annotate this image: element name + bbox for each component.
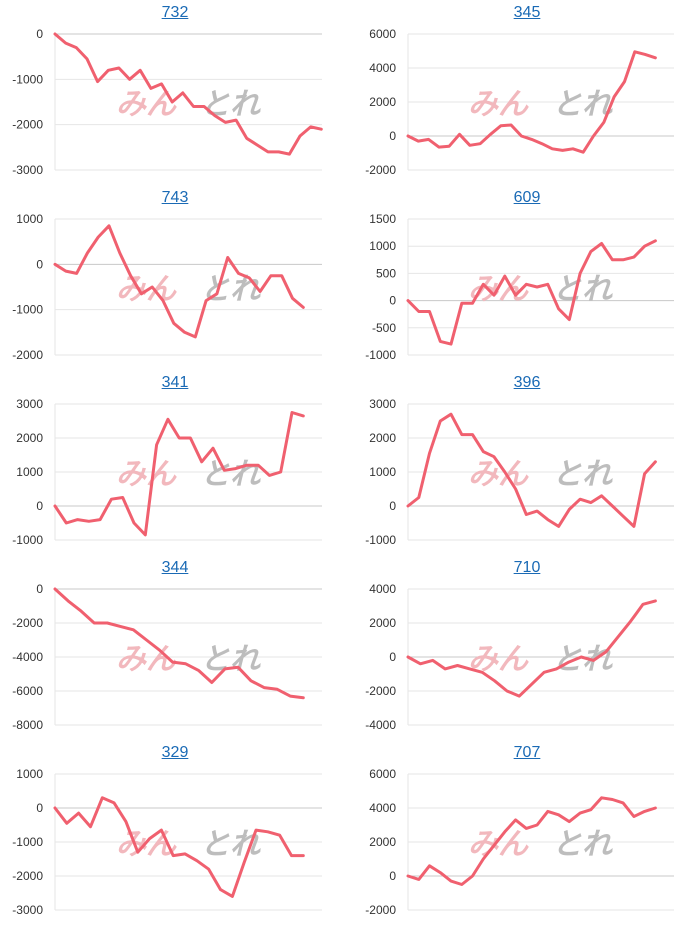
y-tick-label: -4000	[365, 718, 396, 732]
line-chart: 150010005000-500-1000みんとれ	[352, 185, 700, 370]
watermark-logo: みんとれ	[116, 87, 261, 122]
watermark-right-text: とれ	[200, 272, 261, 307]
watermark-logo: みんとれ	[468, 457, 613, 492]
y-tick-label: 2000	[369, 95, 396, 109]
y-tick-label: 6000	[369, 767, 396, 781]
y-tick-label: 1000	[369, 239, 396, 253]
watermark-right-text: とれ	[200, 457, 261, 492]
series-line	[55, 798, 303, 897]
y-tick-label: -4000	[12, 650, 43, 664]
y-tick-label: -1000	[12, 72, 43, 86]
y-tick-label: -3000	[12, 903, 43, 917]
series-line	[55, 413, 303, 535]
y-tick-label: 2000	[16, 431, 43, 445]
y-tick-label: 0	[389, 129, 396, 143]
watermark-right-text: とれ	[200, 642, 261, 677]
series-line	[55, 589, 303, 698]
y-tick-label: 2000	[369, 616, 396, 630]
watermark-logo: みんとれ	[468, 87, 613, 122]
line-chart: 0 -2000 -4000 -6000 -8000 みんとれ	[0, 555, 350, 740]
y-tick-label: 0	[389, 294, 396, 308]
y-tick-label: 0	[36, 27, 43, 41]
y-tick-label: -1000	[12, 303, 43, 317]
y-tick-label: 0	[36, 801, 43, 815]
y-tick-label: 500	[376, 266, 396, 280]
y-tick-label: -2000	[12, 348, 43, 362]
y-tick-label: 1000	[16, 767, 43, 781]
y-tick-label: 0	[36, 257, 43, 271]
y-tick-label: 4000	[369, 801, 396, 815]
line-chart: 6000 4000 2000 0 -2000 みんとれ	[352, 740, 700, 925]
y-tick-label: 0	[36, 582, 43, 596]
y-tick-label: -6000	[12, 684, 43, 698]
watermark-left-text: みん	[468, 87, 529, 122]
y-tick-label: -1000	[365, 348, 396, 362]
watermark-left-text: みん	[468, 827, 529, 862]
y-tick-label: 2000	[369, 835, 396, 849]
y-tick-label: 6000	[369, 27, 396, 41]
y-tick-label: -2000	[365, 903, 396, 917]
y-tick-label: -2000	[365, 163, 396, 177]
y-tick-label: 1000	[16, 212, 43, 226]
watermark-logo: みんとれ	[468, 827, 613, 862]
line-chart: 3000 2000 1000 0 -1000 みんとれ	[0, 370, 350, 555]
watermark-right-text: とれ	[552, 642, 613, 677]
y-tick-label: -1000	[12, 533, 43, 547]
watermark-right-text: とれ	[552, 272, 613, 307]
watermark-right-text: とれ	[552, 457, 613, 492]
series-line	[408, 414, 655, 526]
y-tick-label: -2000	[12, 616, 43, 630]
y-tick-label: -500	[372, 321, 396, 335]
y-tick-label: -8000	[12, 718, 43, 732]
y-tick-label: 0	[389, 869, 396, 883]
series-line	[408, 241, 655, 344]
line-chart: 3000 2000 1000 0 -1000 みんとれ	[352, 370, 700, 555]
y-tick-label: 3000	[369, 397, 396, 411]
watermark-right-text: とれ	[552, 87, 613, 122]
series-line	[55, 34, 321, 154]
y-tick-label: -1000	[12, 835, 43, 849]
y-tick-label: 4000	[369, 582, 396, 596]
line-chart: 10000-1000-2000-3000みんとれ	[0, 740, 350, 925]
y-tick-label: 0	[36, 499, 43, 513]
line-chart: 400020000-2000-4000みんとれ	[352, 555, 700, 740]
y-tick-label: 2000	[369, 431, 396, 445]
line-chart: 6000 4000 2000 0 -2000 みんとれ	[352, 0, 700, 185]
series-line	[55, 226, 303, 337]
watermark-right-text: とれ	[552, 827, 613, 862]
watermark-logo: みんとれ	[116, 642, 261, 677]
y-tick-label: 4000	[369, 61, 396, 75]
y-tick-label: 1000	[16, 465, 43, 479]
line-chart: 10000-1000-2000みんとれ	[0, 185, 350, 370]
series-line	[408, 601, 655, 696]
y-tick-label: 3000	[16, 397, 43, 411]
watermark-right-text: とれ	[200, 87, 261, 122]
y-tick-label: 1000	[369, 465, 396, 479]
y-tick-label: 0	[389, 650, 396, 664]
watermark-left-text: みん	[116, 457, 177, 492]
line-chart: 0 -1000 -2000 -3000 みんとれ	[0, 0, 350, 185]
series-line	[408, 798, 655, 885]
y-tick-label: 0	[389, 499, 396, 513]
y-tick-label: 1500	[369, 212, 396, 226]
watermark-logo: みんとれ	[116, 457, 261, 492]
y-tick-label: -1000	[365, 533, 396, 547]
y-tick-label: -2000	[12, 869, 43, 883]
y-tick-label: -2000	[12, 118, 43, 132]
y-tick-label: -2000	[365, 684, 396, 698]
y-tick-label: -3000	[12, 163, 43, 177]
